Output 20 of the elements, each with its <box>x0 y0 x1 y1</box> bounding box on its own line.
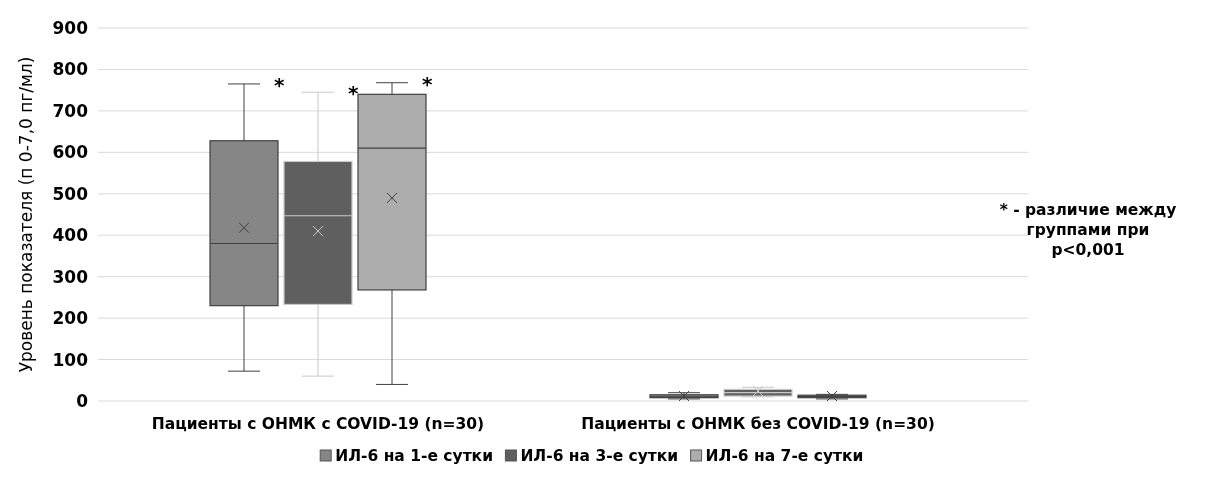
y-tick-label: 400 <box>52 225 89 246</box>
y-tick-label: 200 <box>52 308 89 329</box>
y-tick-label: 300 <box>52 266 89 287</box>
y-tick-label: 600 <box>52 142 89 163</box>
y-axis-title: Уровень показателя (п 0-7,0 пг/мл) <box>16 56 36 373</box>
y-tick-label: 500 <box>52 183 89 204</box>
y-tick-label: 800 <box>52 59 89 80</box>
x-tick-label: Пациенты с ОНМК без COVID-19 (n=30) <box>581 415 935 433</box>
annotation: * - различие между группами при p<0,001 <box>999 200 1177 259</box>
annotation: * <box>274 72 285 97</box>
y-tick-label: 700 <box>52 100 89 121</box>
legend-label: ИЛ-6 на 7-е сутки <box>705 446 864 465</box>
y-tick-label: 900 <box>52 17 89 38</box>
y-tick-label: 0 <box>76 390 89 411</box>
annotation: * <box>348 81 359 106</box>
y-tick-label: 100 <box>52 349 89 370</box>
legend-label: ИЛ-6 на 3-е сутки <box>520 446 679 465</box>
x-tick-label: Пациенты с ОНМК с COVID-19 (n=30) <box>151 415 485 433</box>
legend-label: ИЛ-6 на 1-е сутки <box>335 446 494 465</box>
annotation: * <box>422 71 433 96</box>
